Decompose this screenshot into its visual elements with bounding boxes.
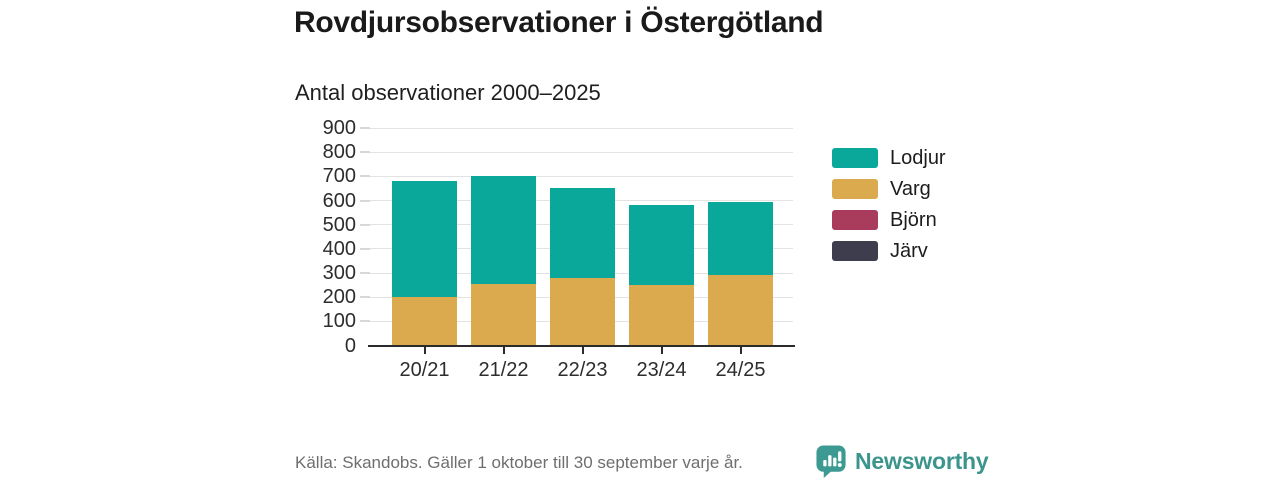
y-tick-label-800: 800	[322, 141, 356, 164]
y-axis-tick-200	[360, 296, 370, 299]
bar-varg-21/22	[471, 283, 536, 346]
x-axis-tick-20/21	[423, 346, 426, 354]
y-axis-tick-800	[360, 151, 370, 154]
x-axis-tick-22/23	[581, 346, 584, 354]
x-axis-tick-21/22	[502, 346, 505, 354]
legend-swatch-jarv	[832, 241, 878, 261]
newsworthy-wordmark: Newsworthy	[855, 448, 989, 474]
bar-lodjur-22/23	[550, 188, 615, 278]
x-tick-label-24/25: 24/25	[715, 359, 766, 381]
y-tick-label-400: 400	[322, 237, 356, 260]
y-tick-label-600: 600	[322, 189, 356, 212]
bar-varg-22/23	[550, 277, 615, 346]
gridline-900	[368, 127, 793, 129]
legend-label-bjorn: Björn	[890, 208, 937, 231]
bar-lodjur-23/24	[629, 205, 694, 286]
x-tick-label-22/23: 22/23	[557, 359, 608, 381]
y-tick-label-300: 300	[322, 262, 356, 284]
y-tick-label-500: 500	[322, 213, 356, 236]
legend-label-varg: Varg	[890, 177, 931, 200]
y-axis-tick-600	[360, 199, 370, 202]
chart-title: Rovdjursobservationer i Östergötland	[294, 6, 824, 39]
newsworthy-logo: Newsworthy	[815, 444, 989, 479]
legend-label-jarv: Järv	[890, 239, 928, 262]
legend-item-bjorn: Björn	[832, 208, 946, 231]
x-axis-line	[368, 344, 795, 347]
legend-swatch-bjorn	[832, 210, 878, 230]
chart-subtitle: Antal observationer 2000–2025	[295, 80, 601, 105]
legend-swatch-varg	[832, 179, 878, 199]
y-axis-tick-300	[360, 272, 370, 274]
legend-item-varg: Varg	[832, 177, 946, 200]
bar-lodjur-24/25	[708, 201, 773, 276]
y-tick-label-100: 100	[322, 310, 356, 333]
y-tick-label-700: 700	[322, 165, 356, 188]
legend-item-jarv: Järv	[832, 239, 946, 262]
x-tick-label-20/21: 20/21	[399, 359, 450, 381]
y-axis-tick-900	[360, 127, 370, 129]
x-tick-label-21/22: 21/22	[478, 359, 529, 381]
y-tick-label-0: 0	[344, 334, 356, 357]
bar-lodjur-21/22	[471, 176, 536, 284]
legend-label-lodjur: Lodjur	[890, 146, 946, 169]
bar-lodjur-20/21	[392, 181, 457, 298]
y-tick-label-200: 200	[322, 286, 356, 309]
source-note: Källa: Skandobs. Gäller 1 oktober till 3…	[295, 453, 743, 472]
y-axis-tick-700	[360, 175, 370, 178]
bar-varg-24/25	[708, 275, 773, 346]
newsworthy-icon	[816, 445, 846, 478]
y-axis-tick-400	[360, 247, 370, 250]
legend-swatch-lodjur	[832, 148, 878, 168]
bar-varg-20/21	[392, 297, 457, 346]
legend: Lodjur Varg Björn Järv	[832, 146, 946, 272]
y-tick-label-900: 900	[322, 117, 356, 139]
gridline-800	[368, 151, 793, 153]
legend-item-lodjur: Lodjur	[832, 146, 946, 169]
gridline-700	[368, 175, 793, 177]
x-tick-label-23/24: 23/24	[636, 359, 687, 381]
x-axis-tick-24/25	[739, 346, 742, 354]
y-axis-tick-100	[360, 320, 370, 323]
bar-varg-23/24	[629, 285, 694, 346]
y-axis-tick-500	[360, 223, 370, 226]
x-axis-tick-23/24	[660, 346, 663, 354]
